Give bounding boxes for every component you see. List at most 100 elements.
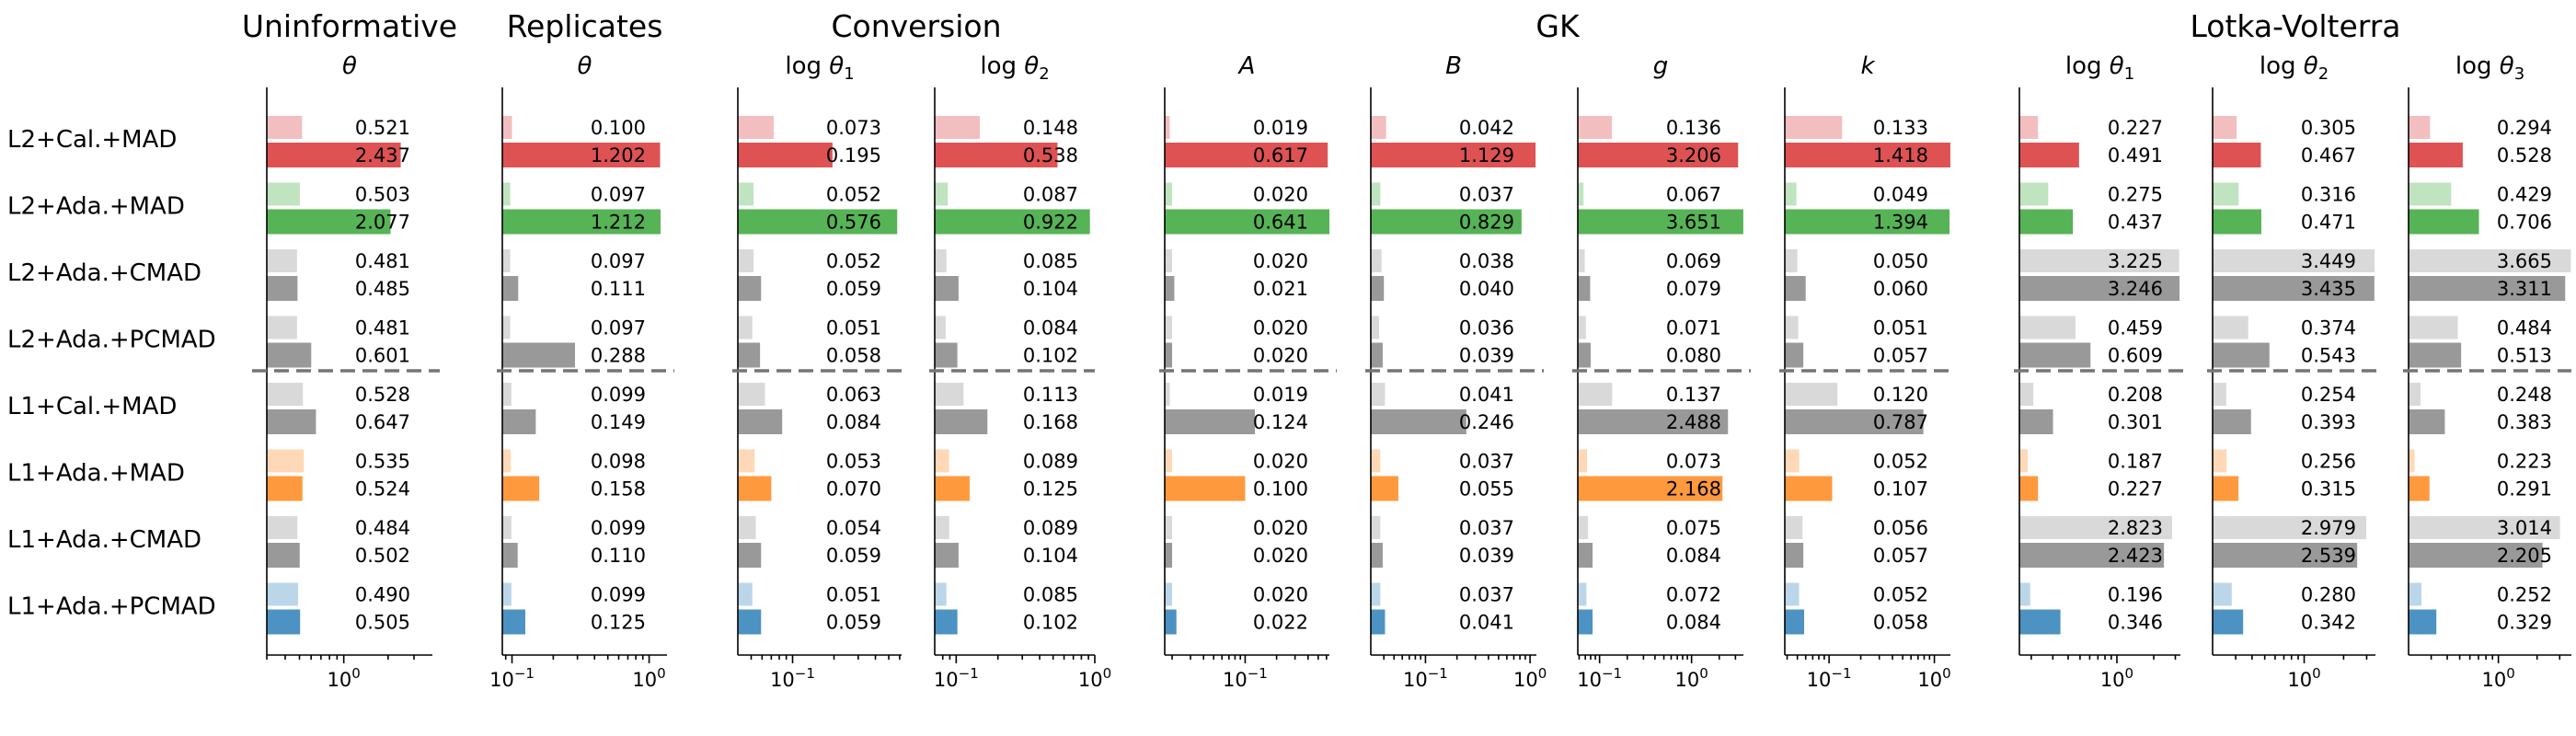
value-label-lower: 0.471 — [2301, 212, 2356, 234]
value-label-upper: 0.073 — [826, 117, 881, 139]
value-label-lower: 0.922 — [1023, 212, 1078, 234]
value-label-lower: 0.059 — [826, 545, 881, 567]
panel-title: θ — [342, 52, 357, 80]
bar-lower — [2409, 276, 2566, 301]
value-label-lower: 0.058 — [826, 345, 881, 367]
bar-upper — [267, 182, 300, 206]
bar-lower — [1578, 143, 1739, 167]
value-label-upper: 0.316 — [2301, 184, 2356, 206]
bar-lower — [2409, 609, 2437, 635]
bar-upper — [2213, 582, 2232, 606]
value-label-upper: 0.254 — [2301, 384, 2356, 406]
value-label-lower: 0.543 — [2301, 345, 2356, 367]
value-label-lower: 3.206 — [1666, 144, 1721, 167]
bar-lower — [1165, 609, 1177, 635]
value-label-upper: 0.087 — [1023, 184, 1078, 206]
bar-lower — [1578, 342, 1591, 368]
method-label: L2+Ada.+MAD — [7, 193, 185, 221]
bar-lower — [1785, 543, 1804, 568]
value-label-lower: 0.070 — [826, 478, 881, 500]
value-label-upper: 0.098 — [591, 451, 646, 473]
bar-lower — [2409, 476, 2430, 501]
panel: g 0.136 3.206 0.067 3.651 0.069 0.079 0.071 0.08… — [1577, 52, 1743, 691]
bar-upper — [1371, 249, 1382, 272]
value-label-upper: 0.020 — [1253, 184, 1308, 206]
value-label-lower: 3.311 — [2497, 278, 2552, 300]
value-label-upper: 0.481 — [355, 317, 410, 339]
bar-upper — [2409, 582, 2422, 606]
bar-upper — [2019, 182, 2049, 206]
value-label-upper: 0.069 — [1666, 250, 1721, 272]
bar-upper — [1371, 116, 1386, 139]
value-label-upper: 0.042 — [1459, 117, 1514, 139]
group-title: Replicates — [507, 8, 663, 44]
bar-lower — [267, 143, 401, 167]
panel: θ 0.521 2.437 0.503 2.077 0.481 0.485 0.481 0.60… — [266, 52, 432, 691]
bar-upper — [738, 182, 754, 206]
bar-lower — [2019, 276, 2180, 301]
bar-upper — [1578, 516, 1589, 539]
value-label-upper: 0.020 — [1253, 250, 1308, 272]
value-label-lower: 0.505 — [355, 612, 410, 634]
bar-upper — [1371, 516, 1381, 539]
bar-upper — [1785, 449, 1800, 473]
bar-upper — [1578, 316, 1586, 339]
value-label-lower: 0.100 — [1253, 478, 1308, 500]
value-label-upper: 0.067 — [1666, 184, 1721, 206]
tick-label: 100 — [2100, 665, 2133, 691]
bar-lower — [738, 342, 761, 368]
value-label-upper: 0.481 — [355, 250, 410, 272]
method-label: L1+Cal.+MAD — [7, 393, 177, 420]
panel-title: log θ2 — [2260, 52, 2329, 84]
value-label-upper: 0.049 — [1873, 184, 1928, 206]
bar-lower — [935, 143, 1058, 167]
bar-lower — [1165, 543, 1173, 568]
bar-lower — [1165, 476, 1246, 501]
bar-lower — [2213, 143, 2261, 167]
value-label-lower: 0.125 — [1023, 478, 1078, 500]
value-label-upper: 0.085 — [1023, 250, 1078, 272]
value-label-lower: 0.084 — [1666, 545, 1721, 567]
bar-upper — [1578, 116, 1613, 139]
tick-label: 10−1 — [1577, 665, 1622, 691]
bar-upper — [1785, 249, 1798, 272]
bar-lower — [267, 276, 298, 301]
tick-label: 100 — [2287, 665, 2320, 691]
bar-upper — [2409, 116, 2431, 139]
bar-lower — [1371, 276, 1385, 301]
bar-lower — [1371, 543, 1383, 568]
group-title: Conversion — [831, 8, 1001, 44]
method-label: L2+Ada.+CMAD — [7, 259, 201, 287]
bar-lower — [1785, 276, 1806, 301]
value-label-lower: 0.039 — [1459, 545, 1514, 567]
bar-lower — [2213, 476, 2239, 501]
bar-upper — [738, 383, 765, 406]
bar-upper — [1785, 516, 1803, 539]
bar-lower — [2019, 143, 2079, 167]
bar-upper — [1578, 582, 1587, 606]
value-label-upper: 0.051 — [826, 317, 881, 339]
bar-upper — [502, 449, 512, 473]
value-label-lower: 0.039 — [1459, 345, 1514, 367]
bar-lower — [738, 143, 833, 167]
bar-upper — [1371, 182, 1381, 206]
bar-upper — [502, 116, 512, 139]
bar-upper — [1785, 383, 1838, 406]
value-label-upper: 0.280 — [2301, 584, 2356, 606]
bar-upper — [738, 116, 775, 139]
bar-upper — [1165, 582, 1173, 606]
bar-upper — [1371, 582, 1381, 606]
tick-label: 100 — [1513, 665, 1547, 691]
panel-title: A — [1237, 52, 1256, 80]
value-label-upper: 3.665 — [2497, 250, 2552, 272]
bar-lower — [1165, 143, 1328, 167]
bar-lower — [267, 543, 300, 568]
group-title: GK — [1535, 8, 1581, 44]
value-label-lower: 0.110 — [591, 545, 646, 567]
value-label-upper: 0.020 — [1253, 584, 1308, 606]
method-label: L1+Ada.+PCMAD — [7, 593, 216, 621]
bar-upper — [935, 116, 980, 139]
value-label-lower: 1.212 — [591, 212, 646, 234]
value-label-upper: 0.051 — [1873, 317, 1928, 339]
value-label-lower: 0.195 — [826, 144, 881, 167]
